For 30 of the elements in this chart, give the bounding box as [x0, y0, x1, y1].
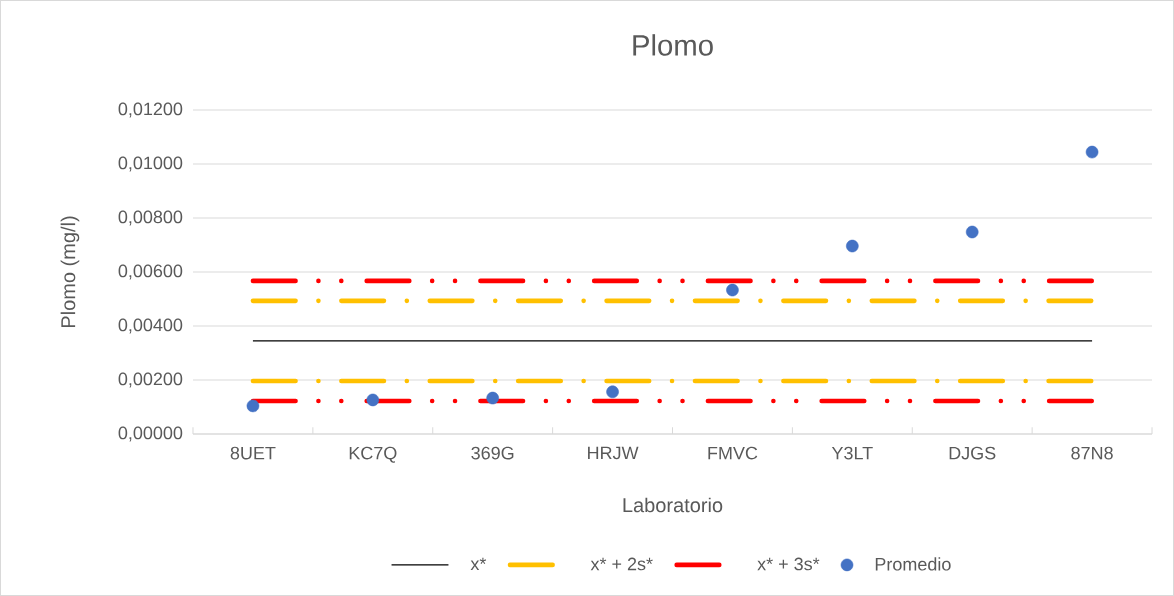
- legend-label: x* + 2s*: [590, 557, 653, 571]
- point: [1085, 145, 1099, 159]
- y-tick-label: 0,00400: [118, 318, 183, 334]
- x-axis-title: Laboratorio: [623, 497, 723, 513]
- chart-title: Plomo: [633, 34, 713, 56]
- point: [366, 393, 380, 407]
- y-tick-label: 0,00000: [118, 426, 183, 442]
- legend-label: x* + 3s*: [757, 557, 820, 571]
- point: [486, 391, 499, 405]
- y-tick-label: 0,01000: [118, 156, 183, 172]
- x-tick-label: DJGS: [949, 446, 996, 460]
- point: [726, 283, 739, 297]
- x-tick-label: FMVC: [708, 446, 758, 460]
- point: [606, 385, 619, 399]
- y-tick-label: 0,00600: [118, 264, 183, 280]
- y-tick-label: 0,00200: [118, 372, 183, 388]
- y-tick-label: 0,01200: [118, 102, 183, 118]
- x-tick-label: 8UET: [230, 446, 276, 460]
- legend-label: Promedio: [875, 557, 951, 571]
- x-tick-label: Y3LT: [831, 446, 873, 460]
- legend-label: x*: [470, 557, 487, 571]
- point: [246, 399, 260, 413]
- point: [965, 225, 979, 239]
- x-tick-label: HRJW: [588, 446, 639, 460]
- point: [846, 239, 859, 253]
- x-tick-label: 87N8: [1071, 446, 1113, 460]
- y-axis-title: Plomo (mg/l): [60, 216, 80, 328]
- y-tick-label: 0,00800: [118, 210, 183, 226]
- x-tick-label: 369G: [471, 446, 514, 460]
- x-tick-label: KC7Q: [349, 446, 397, 463]
